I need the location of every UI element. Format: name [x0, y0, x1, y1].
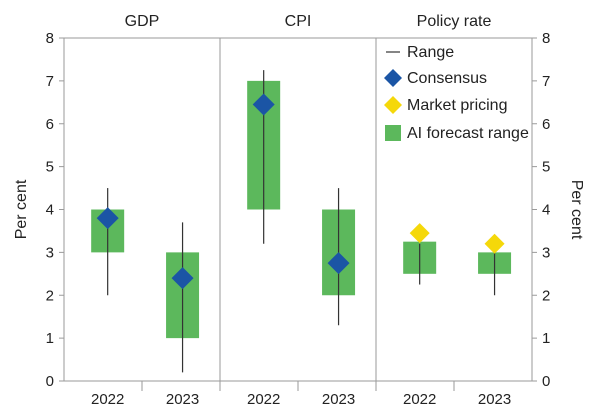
legend-label: Market pricing	[407, 97, 507, 114]
consensus-point	[327, 252, 350, 275]
x-tick-label: 2022	[91, 391, 124, 408]
y-tick-label-right: 7	[542, 73, 550, 90]
legend-label: Consensus	[407, 70, 487, 87]
y-tick-label-right: 5	[542, 159, 550, 176]
y-tick-label-right: 6	[542, 116, 550, 133]
panel-cpi: CPI 2022 2023	[247, 13, 355, 408]
legend-consensus-swatch	[384, 69, 402, 87]
consensus-point	[171, 267, 194, 290]
y-tick-label-right: 3	[542, 244, 550, 261]
y-tick-label-right: 8	[542, 30, 550, 47]
y-tick-label-right: 4	[542, 202, 550, 219]
y-axis-label-right: Per cent	[568, 180, 585, 240]
y-tick-label-left: 2	[46, 287, 54, 304]
consensus-point	[252, 93, 275, 116]
y-tick-label-left: 0	[46, 373, 54, 390]
plot-frame	[63, 37, 533, 391]
legend: Range Consensus Market pricing AI forecast …	[384, 44, 529, 142]
x-tick-label: 2022	[403, 391, 436, 408]
y-axis-label-left: Per cent	[13, 179, 30, 239]
y-axis-left: 0 1 2 3 4 5 6 7 8	[46, 30, 64, 390]
panel-title: Policy rate	[417, 13, 492, 30]
panel-title: GDP	[125, 13, 160, 30]
market-pricing-point	[484, 233, 505, 254]
legend-label: Range	[407, 44, 454, 61]
y-tick-label-left: 6	[46, 116, 54, 133]
market-pricing-point	[409, 223, 430, 244]
y-tick-label-right: 2	[542, 287, 550, 304]
y-tick-label-right: 1	[542, 330, 550, 347]
x-tick-label: 2023	[322, 391, 355, 408]
panel-policy-rate: Policy rate 2022 2023	[403, 13, 511, 408]
y-tick-label-left: 3	[46, 244, 54, 261]
consensus-point	[96, 207, 119, 230]
panels: GDP 2022 2023 CPI 2022 2023 Policy rate 2022 202…	[91, 13, 511, 408]
y-axis-right: 0 1 2 3 4 5 6 7 8	[532, 30, 550, 390]
legend-label: AI forecast range	[407, 125, 529, 142]
y-tick-label-left: 5	[46, 159, 54, 176]
y-tick-label-right: 0	[542, 373, 550, 390]
panel-title: CPI	[285, 13, 312, 30]
plot-border	[63, 37, 533, 382]
legend-ai-swatch	[385, 125, 401, 141]
y-tick-label-left: 8	[46, 30, 54, 47]
x-tick-label: 2023	[478, 391, 511, 408]
x-tick-label: 2023	[166, 391, 199, 408]
legend-market-swatch	[384, 96, 402, 114]
x-tick-label: 2022	[247, 391, 280, 408]
y-tick-label-left: 7	[46, 73, 54, 90]
y-tick-label-left: 1	[46, 330, 54, 347]
y-tick-label-left: 4	[46, 202, 54, 219]
panel-gdp: GDP 2022 2023	[91, 13, 199, 408]
